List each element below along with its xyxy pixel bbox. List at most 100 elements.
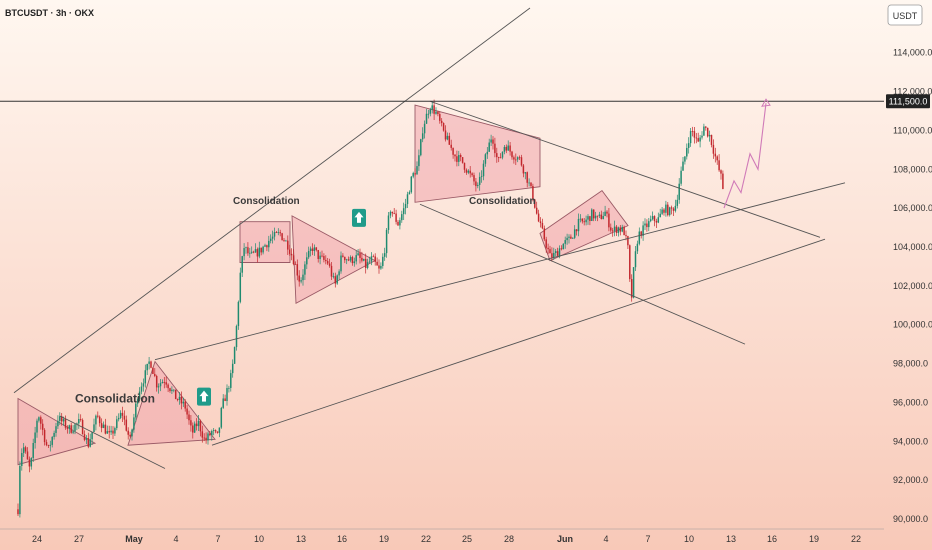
candle xyxy=(338,269,340,280)
x-tick-label: 22 xyxy=(421,534,431,544)
axes: 24 27 May 4 7 10 13 16 19 22 25 28 Jun 4 7 10 13 16 19 22 90… xyxy=(0,48,932,544)
consolidation-zones xyxy=(17,104,629,466)
candle xyxy=(239,267,242,304)
candle xyxy=(549,245,551,254)
candle xyxy=(594,211,597,221)
candle xyxy=(638,227,641,246)
candle xyxy=(199,419,202,437)
y-tick-label: 108,000.0 xyxy=(893,164,932,174)
candle xyxy=(89,433,91,448)
up-arrow-icon xyxy=(197,387,211,406)
candle xyxy=(315,247,318,252)
candle xyxy=(397,220,399,226)
candle xyxy=(473,172,475,186)
candle xyxy=(222,394,224,409)
candle xyxy=(68,424,71,434)
annotation-consolidation-0: Consolidation xyxy=(75,391,155,405)
candle xyxy=(686,143,688,160)
candle xyxy=(34,426,36,449)
candle xyxy=(477,182,479,189)
candle xyxy=(636,240,639,255)
candle xyxy=(665,200,667,217)
candle xyxy=(401,210,403,223)
candle xyxy=(161,379,164,384)
candle xyxy=(695,132,698,144)
candle xyxy=(534,199,536,209)
currency-label[interactable]: USDT xyxy=(893,11,918,21)
candle xyxy=(566,233,568,245)
candle xyxy=(608,208,610,232)
candle xyxy=(659,208,661,218)
y-tick-label: 90,000.0 xyxy=(893,514,928,524)
candle xyxy=(600,210,603,220)
candle xyxy=(554,248,557,257)
candle xyxy=(129,431,131,438)
candle xyxy=(520,154,523,167)
x-tick-label: 24 xyxy=(32,534,42,544)
candle xyxy=(230,369,232,392)
candle xyxy=(154,368,156,378)
candle xyxy=(606,210,608,218)
candle xyxy=(581,218,584,224)
candle xyxy=(108,425,110,439)
trendline-1[interactable] xyxy=(59,415,166,469)
candle xyxy=(687,137,690,154)
candle xyxy=(465,168,468,175)
candle xyxy=(446,132,449,141)
candle xyxy=(256,247,259,263)
candle xyxy=(214,429,217,434)
candle xyxy=(509,141,511,156)
candle xyxy=(30,457,33,470)
x-tick-label: 4 xyxy=(173,534,178,544)
annotations: Consolidation Consolidation Consolidation xyxy=(75,196,536,406)
candle xyxy=(404,198,407,215)
candle xyxy=(188,410,190,425)
up-arrow-icon xyxy=(352,208,366,227)
candle xyxy=(43,428,46,446)
candle xyxy=(142,378,145,392)
trendline-0[interactable] xyxy=(13,7,531,394)
x-tick-label: 22 xyxy=(851,534,861,544)
candle xyxy=(49,440,52,452)
candle xyxy=(484,153,487,167)
trendline-2[interactable] xyxy=(154,182,846,361)
candle xyxy=(363,258,365,262)
currency-selector[interactable]: USDT xyxy=(887,4,923,26)
candle xyxy=(300,277,302,284)
candle xyxy=(110,425,112,435)
candle xyxy=(720,169,722,180)
candle xyxy=(21,448,23,471)
candle xyxy=(45,439,48,447)
candle xyxy=(630,274,633,302)
candle xyxy=(416,161,418,175)
trendline-4[interactable] xyxy=(429,100,821,238)
candle xyxy=(328,258,331,268)
trendline-5[interactable] xyxy=(419,203,746,345)
candle xyxy=(480,170,483,183)
candle xyxy=(587,214,589,225)
candle xyxy=(165,376,167,388)
candle xyxy=(249,247,251,258)
candle xyxy=(535,201,538,215)
candle xyxy=(602,211,604,220)
x-tick-label: 7 xyxy=(215,534,220,544)
candle xyxy=(418,149,420,171)
x-tick-label: Jun xyxy=(557,534,573,544)
candle xyxy=(378,259,380,274)
candle xyxy=(211,429,213,441)
candle xyxy=(501,151,504,160)
candle xyxy=(429,107,432,117)
candle xyxy=(708,130,711,142)
candle xyxy=(676,194,679,209)
candle xyxy=(228,385,230,393)
trendline-3[interactable] xyxy=(211,238,826,446)
candle xyxy=(176,398,179,402)
x-tick-label: May xyxy=(125,534,143,544)
candle xyxy=(19,461,21,518)
candle xyxy=(47,444,50,448)
candle xyxy=(655,218,658,228)
candle xyxy=(59,412,61,425)
candle xyxy=(275,231,278,233)
